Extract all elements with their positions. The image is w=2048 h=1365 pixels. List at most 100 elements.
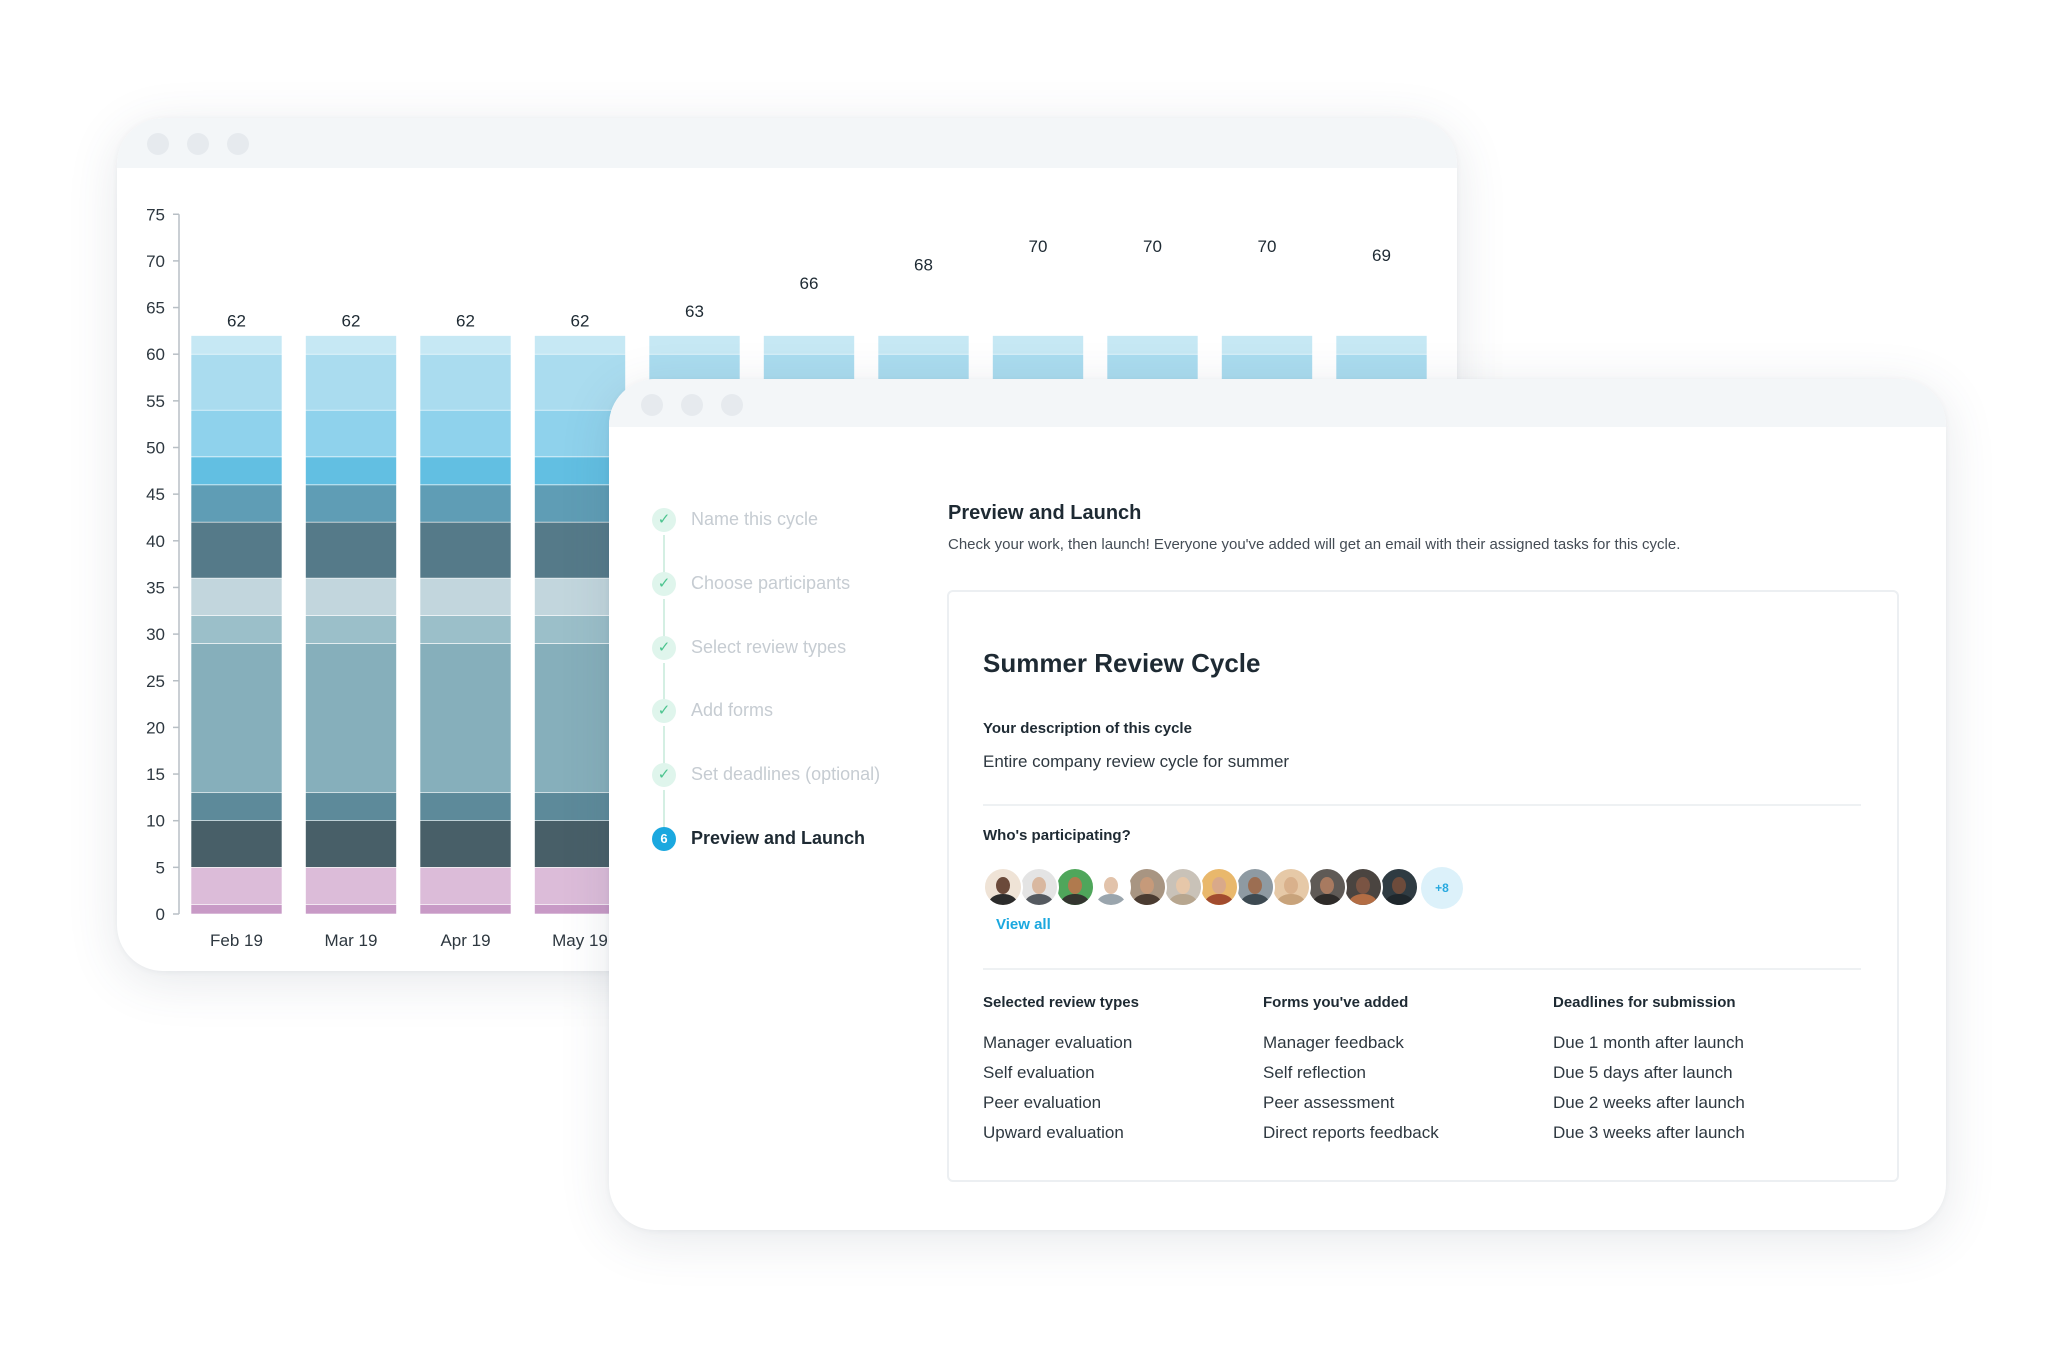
bar-value-label: 68 [914, 256, 933, 275]
person-avatar-icon[interactable] [1127, 867, 1167, 907]
bar-segment [419, 867, 512, 905]
bar-segment [419, 335, 512, 355]
y-tick-label: 60 [146, 345, 165, 364]
window-close-dot[interactable] [147, 133, 169, 155]
column-item: Self reflection [1263, 1063, 1366, 1082]
avatar-face-shape [996, 877, 1010, 894]
bar-value-label: 62 [571, 312, 590, 331]
column-item: Due 2 weeks after launch [1553, 1093, 1745, 1112]
avatar-face-shape [1320, 877, 1334, 894]
description-label: Your description of this cycle [983, 720, 1192, 737]
column-item: Direct reports feedback [1263, 1123, 1439, 1142]
avatar-body-shape [989, 894, 1017, 905]
avatar-face-shape [1284, 877, 1298, 894]
bar-segment [419, 904, 512, 915]
column-item: Manager feedback [1263, 1033, 1404, 1052]
person-avatar-icon[interactable] [983, 867, 1023, 907]
check-icon: ✓ [652, 571, 676, 596]
person-avatar-icon[interactable] [1199, 867, 1239, 907]
avatar-body-shape [1385, 894, 1413, 905]
bar-value-label: 62 [342, 312, 361, 331]
avatar-body-shape [1025, 894, 1053, 905]
person-avatar-icon[interactable] [1055, 867, 1095, 907]
bar-segment [190, 867, 283, 905]
x-tick-label: Feb 19 [210, 931, 263, 950]
window-maximize-dot[interactable] [227, 133, 249, 155]
avatar-body-shape [1061, 894, 1089, 905]
review-cycle-window: ✓ Name this cycle ✓ Choose participants ✓ Sel… [609, 379, 1946, 1230]
y-tick-label: 5 [156, 858, 165, 877]
page-title: Preview and Launch [948, 502, 1142, 524]
avatar-body-shape [1241, 894, 1269, 905]
step-number-badge: 6 [652, 827, 676, 851]
avatar-face-shape [1104, 877, 1118, 894]
column-heading: Deadlines for submission [1553, 994, 1736, 1011]
column-heading: Forms you've added [1263, 994, 1409, 1011]
bar-segment [419, 484, 512, 523]
bar-segment [305, 353, 397, 411]
bar-segment [305, 409, 397, 458]
y-tick-label: 0 [156, 905, 165, 924]
bar-segment [305, 792, 397, 822]
bar-value-label: 70 [1143, 237, 1162, 256]
x-tick-label: Apr 19 [440, 931, 490, 950]
bar-segment [305, 456, 397, 486]
person-avatar-icon[interactable] [1343, 867, 1383, 907]
bar-value-label: 69 [1372, 246, 1391, 265]
column-item: Self evaluation [983, 1063, 1095, 1082]
window-minimize-dot[interactable] [681, 394, 703, 416]
avatar-body-shape [1349, 894, 1377, 905]
bar-segment [419, 577, 512, 616]
person-avatar-icon[interactable] [1019, 867, 1059, 907]
bar-segment [190, 484, 283, 523]
person-avatar-icon[interactable] [1091, 867, 1131, 907]
step-label: Set deadlines (optional) [691, 764, 881, 785]
step-label: Select review types [691, 636, 847, 657]
y-tick-label: 10 [146, 812, 165, 831]
avatar-body-shape [1277, 894, 1305, 905]
bar-segment [877, 335, 970, 355]
step-connector [663, 726, 665, 767]
person-avatar-icon[interactable] [1307, 867, 1347, 907]
y-tick-label: 25 [146, 672, 165, 691]
bar-segment [1221, 335, 1313, 355]
step-connector [663, 535, 665, 575]
bar-value-label: 70 [1258, 237, 1277, 256]
avatar-face-shape [1176, 877, 1190, 894]
avatar-face-shape [1212, 877, 1226, 894]
bar-segment [305, 904, 397, 915]
avatar-body-shape [1133, 894, 1161, 905]
bar-segment [419, 409, 512, 458]
bar-segment [648, 335, 741, 355]
more-participants-badge[interactable]: +8 [1421, 867, 1463, 909]
bar-segment [763, 335, 855, 355]
person-avatar-icon[interactable] [1163, 867, 1203, 907]
avatar-face-shape [1356, 877, 1370, 894]
check-icon: ✓ [652, 763, 676, 788]
bar-segment [305, 484, 397, 523]
y-tick-label: 40 [146, 532, 165, 551]
bar-segment [190, 335, 283, 355]
person-avatar-icon[interactable] [1271, 867, 1311, 907]
window-minimize-dot[interactable] [187, 133, 209, 155]
person-avatar-icon[interactable] [1379, 867, 1419, 907]
bar-segment [419, 521, 512, 579]
avatar-body-shape [1097, 894, 1125, 905]
person-avatar-icon[interactable] [1235, 867, 1275, 907]
window-close-dot[interactable] [641, 394, 663, 416]
step-connector [663, 662, 665, 703]
bar-value-label: 66 [800, 274, 819, 293]
step-connector [663, 598, 665, 639]
avatar-body-shape [1313, 894, 1341, 905]
description-text: Entire company review cycle for summer [983, 752, 1290, 771]
step-connector [663, 790, 665, 830]
column-item: Upward evaluation [983, 1123, 1124, 1142]
check-icon: ✓ [652, 508, 676, 532]
bar-value-label: 62 [456, 312, 475, 331]
avatar-body-shape [1169, 894, 1197, 905]
check-icon: ✓ [652, 699, 676, 724]
bar-segment [419, 615, 512, 644]
y-tick-label: 45 [146, 485, 165, 504]
view-all-link[interactable]: View all [996, 916, 1051, 933]
window-maximize-dot[interactable] [721, 394, 743, 416]
